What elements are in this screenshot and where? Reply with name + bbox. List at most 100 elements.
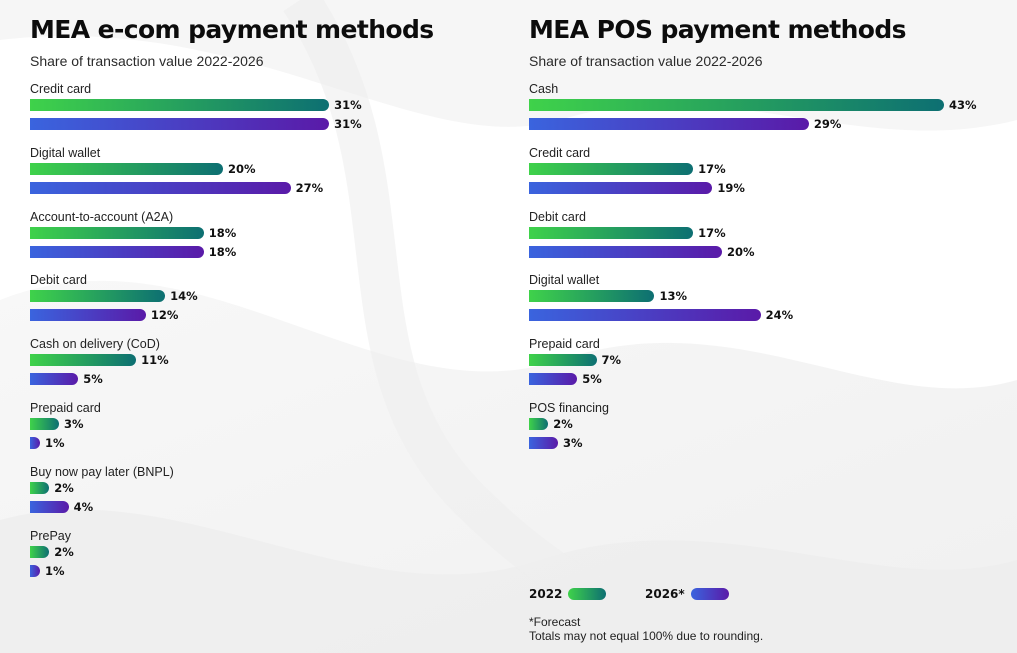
bar-2026 — [30, 118, 330, 130]
category-label: Debit card — [529, 209, 586, 224]
pos-chart-title: MEA POS payment methods — [529, 15, 907, 44]
pos-chart-panel: MEA POS payment methods Share of transac… — [529, 12, 999, 449]
bar-group-pos-financing: POS financing 2% 3% — [529, 401, 999, 461]
bar-2026 — [30, 564, 40, 577]
bar-group-credit-card: Credit card 31% 31% — [30, 82, 500, 142]
category-label: Digital wallet — [529, 273, 600, 288]
category-label: PrePay — [30, 528, 71, 543]
value-label-2026: 3% — [562, 436, 583, 450]
category-label: Buy now pay later (BNPL) — [30, 464, 174, 479]
bar-2026 — [529, 309, 761, 322]
bar-2022 — [529, 354, 597, 367]
value-label-2022: 7% — [601, 353, 622, 368]
value-label-2026: 1% — [45, 436, 65, 450]
bar-2022 — [30, 354, 137, 367]
value-label-2022: 20% — [228, 161, 256, 176]
category-label: Cash on delivery (CoD) — [30, 337, 160, 352]
value-label-2022: 31% — [334, 98, 362, 112]
bar-2026 — [30, 437, 40, 449]
bar-group-digital-wallet: Digital wallet 13% 24% — [529, 273, 999, 333]
value-label-2026: 24% — [765, 308, 794, 323]
bar-2022 — [30, 290, 166, 303]
category-label: Debit card — [30, 273, 87, 288]
bar-group-buy-now-pay-later-bnpl: Buy now pay later (BNPL) 2% 4% — [30, 465, 500, 525]
footnotes: *Forecast Totals may not equal 100% due … — [529, 615, 763, 643]
legend-item-2026: 2026* — [645, 585, 729, 603]
ecom-chart-subtitle: Share of transaction value 2022-2026 — [30, 53, 264, 69]
bar-2026 — [30, 373, 79, 386]
value-label-2022: 17% — [698, 225, 726, 240]
value-label-2026: 12% — [150, 308, 179, 323]
rounding-note: Totals may not equal 100% due to roundin… — [529, 629, 764, 643]
category-label: Digital wallet — [30, 145, 101, 160]
bar-group-debit-card: Debit card 14% 12% — [30, 273, 500, 333]
legend-item-2022: 2022 — [529, 585, 607, 603]
bar-2022 — [30, 226, 204, 239]
ecom-chart-title: MEA e-com payment methods — [30, 15, 434, 44]
bar-2022 — [30, 162, 224, 175]
value-label-2026: 31% — [334, 117, 362, 131]
bar-2022 — [529, 418, 549, 430]
forecast-note: *Forecast — [529, 615, 581, 629]
value-label-2022: 3% — [63, 417, 84, 431]
legend-label-2022: 2022 — [529, 586, 563, 601]
bar-2026 — [30, 245, 204, 258]
value-label-2022: 2% — [54, 480, 74, 495]
category-label: Account-to-account (A2A) — [30, 209, 174, 224]
bar-group-prepay: PrePay 2% 1% — [30, 529, 500, 589]
value-label-2026: 19% — [717, 180, 745, 195]
value-label-2026: 20% — [727, 244, 755, 259]
bar-2026 — [529, 118, 809, 130]
bar-2026 — [30, 181, 291, 194]
category-label: Prepaid card — [30, 401, 101, 415]
pos-chart-subtitle: Share of transaction value 2022-2026 — [529, 53, 763, 69]
bar-group-digital-wallet: Digital wallet 20% 27% — [30, 146, 500, 206]
bar-group-debit-card: Debit card 17% 20% — [529, 210, 999, 270]
bar-2026 — [529, 437, 558, 449]
value-label-2026: 29% — [813, 117, 842, 131]
value-label-2022: 17% — [698, 161, 726, 176]
value-label-2022: 13% — [659, 289, 687, 304]
bar-group-prepaid-card: Prepaid card 3% 1% — [30, 401, 500, 461]
value-label-2026: 1% — [45, 563, 65, 578]
bar-2026 — [30, 309, 146, 322]
bar-2026 — [30, 500, 69, 513]
legend-swatch-2022 — [568, 587, 607, 600]
bar-2022 — [30, 99, 330, 111]
value-label-2022: 18% — [208, 225, 237, 240]
value-label-2022: 14% — [170, 289, 198, 304]
category-label: Credit card — [30, 82, 92, 96]
category-label: Prepaid card — [529, 337, 600, 352]
legend-swatch-2026 — [690, 587, 729, 600]
bar-2022 — [529, 226, 694, 239]
value-label-2026: 27% — [295, 180, 324, 195]
ecom-chart-panel: MEA e-com payment methods Share of trans… — [30, 12, 500, 577]
bar-2026 — [529, 373, 578, 386]
value-label-2022: 11% — [141, 353, 169, 368]
bar-group-prepaid-card: Prepaid card 7% 5% — [529, 337, 999, 397]
bar-2022 — [529, 99, 944, 111]
legend-label-2026: 2026* — [645, 586, 685, 601]
bar-2022 — [30, 481, 50, 494]
value-label-2022: 43% — [949, 98, 977, 112]
value-label-2022: 2% — [54, 544, 74, 559]
bar-group-credit-card: Credit card 17% 19% — [529, 146, 999, 206]
bar-group-cash-on-delivery-cod: Cash on delivery (CoD) 11% 5% — [30, 337, 500, 397]
bar-group-account-to-account-a2a: Account-to-account (A2A) 18% 18% — [30, 210, 500, 270]
bar-2022 — [529, 290, 655, 303]
value-label-2026: 4% — [73, 499, 94, 514]
value-label-2022: 2% — [553, 417, 573, 431]
bar-group-cash: Cash 43% 29% — [529, 82, 999, 142]
category-label: Cash — [529, 82, 559, 96]
bar-2022 — [529, 162, 694, 175]
value-label-2026: 18% — [208, 244, 237, 259]
value-label-2026: 5% — [582, 372, 602, 387]
category-label: POS financing — [529, 401, 609, 415]
bar-2022 — [30, 545, 50, 558]
bar-2026 — [529, 181, 713, 194]
bar-2026 — [529, 245, 723, 258]
bar-2022 — [30, 418, 59, 430]
category-label: Credit card — [529, 145, 591, 160]
value-label-2026: 5% — [83, 372, 103, 387]
